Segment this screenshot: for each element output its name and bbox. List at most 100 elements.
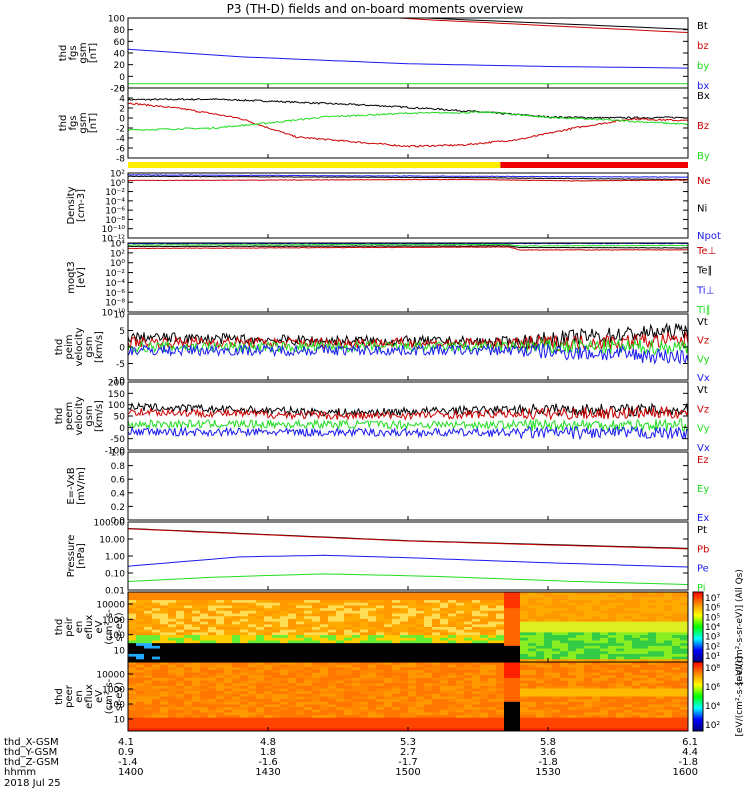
heatmap-cell [296,643,305,647]
heatmap-cell [424,597,433,601]
heatmap-cell [648,653,657,658]
heatmap-cell [680,602,689,606]
heatmap-cell [144,685,153,689]
heatmap-cell [368,725,377,729]
heatmap-cell [416,627,425,631]
heatmap-cell [224,621,233,625]
heatmap-cell [248,608,257,612]
heatmap-cell [328,696,337,700]
heatmap-cell [552,712,561,716]
heatmap-cell [336,685,345,689]
heatmap-cell [240,669,249,674]
heatmap-cell [600,704,609,708]
heatmap-cell [336,683,345,687]
heatmap-cell [256,664,265,668]
heatmap-cell [472,597,481,601]
heatmap-cell [472,651,481,655]
heatmap-cell [624,594,633,598]
heatmap-cell [344,701,353,705]
heatmap-cell [520,717,529,721]
heatmap-cell [408,683,417,687]
heatmap-cell [464,627,473,631]
heatmap-cell [680,669,689,674]
heatmap-cell [496,645,505,649]
heatmap-cell [304,610,313,614]
heatmap-cell [320,605,329,609]
heatmap-cell [400,656,409,660]
heatmap-cell [464,600,473,604]
heatmap-cell [424,592,433,596]
heatmap-cell [672,605,681,609]
heatmap-cell [392,602,401,606]
heatmap-cell [496,664,505,668]
heatmap-cell [344,645,353,649]
heatmap-cell [152,605,161,609]
heatmap-cell [536,640,545,644]
heatmap-cell [304,688,313,692]
heatmap-cell [440,728,449,732]
heatmap-cell [160,610,169,614]
heatmap-cell [552,699,561,703]
heatmap-cell [648,610,657,614]
heatmap-cell [512,688,521,692]
heatmap-cell [176,720,185,724]
heatmap-cell [296,629,305,633]
heatmap-cell [368,709,377,713]
heatmap-cell [504,637,513,641]
heatmap-cell [432,717,441,721]
heatmap-cell [464,685,473,689]
heatmap-cell [424,648,433,652]
heatmap-cell [248,669,257,674]
heatmap-cell [568,656,577,660]
heatmap-cell [656,624,665,628]
heatmap-cell [352,707,361,711]
heatmap-cell [520,656,529,660]
heatmap-cell [472,618,481,623]
heatmap-cell [336,691,345,695]
heatmap-cell [576,659,585,663]
heatmap-cell [400,725,409,729]
heatmap-cell [424,720,433,724]
heatmap-cell [472,717,481,721]
heatmap-cell [144,720,153,724]
heatmap-cell [496,699,505,703]
heatmap-cell [216,645,225,649]
heatmap-cell [432,672,441,676]
heatmap-cell [376,680,385,684]
heatmap-cell [488,693,497,697]
heatmap-cell [504,725,513,729]
heatmap-cell [416,600,425,604]
heatmap-cell [600,675,609,679]
heatmap-cell [184,680,193,684]
heatmap-cell [184,667,193,671]
heatmap-cell [432,621,441,625]
heatmap-cell [328,592,337,596]
heatmap-cell [168,712,177,716]
heatmap-cell [200,680,209,684]
heatmap-cell [272,624,281,628]
heatmap-cell [664,645,673,649]
heatmap-cell [552,659,561,663]
heatmap-cell [152,594,161,598]
heatmap-cell [576,723,585,727]
heatmap-cell [328,616,337,620]
heatmap-cell [288,704,297,708]
heatmap-cell [288,701,297,705]
heatmap-cell [528,709,537,713]
heatmap-cell [320,704,329,708]
heatmap-cell [376,592,385,596]
heatmap-cell [248,667,257,671]
heatmap-cell [264,677,273,681]
heatmap-cell [504,683,513,687]
heatmap-cell [160,627,169,631]
heatmap-cell [160,659,169,663]
heatmap-cell [136,610,145,614]
heatmap-cell [376,725,385,729]
heatmap-cell [184,648,193,652]
heatmap-cell [400,685,409,689]
heatmap-cell [160,720,169,724]
heatmap-cell [400,653,409,658]
heatmap-cell [136,659,145,663]
heatmap-cell [640,645,649,649]
heatmap-cell [368,696,377,700]
